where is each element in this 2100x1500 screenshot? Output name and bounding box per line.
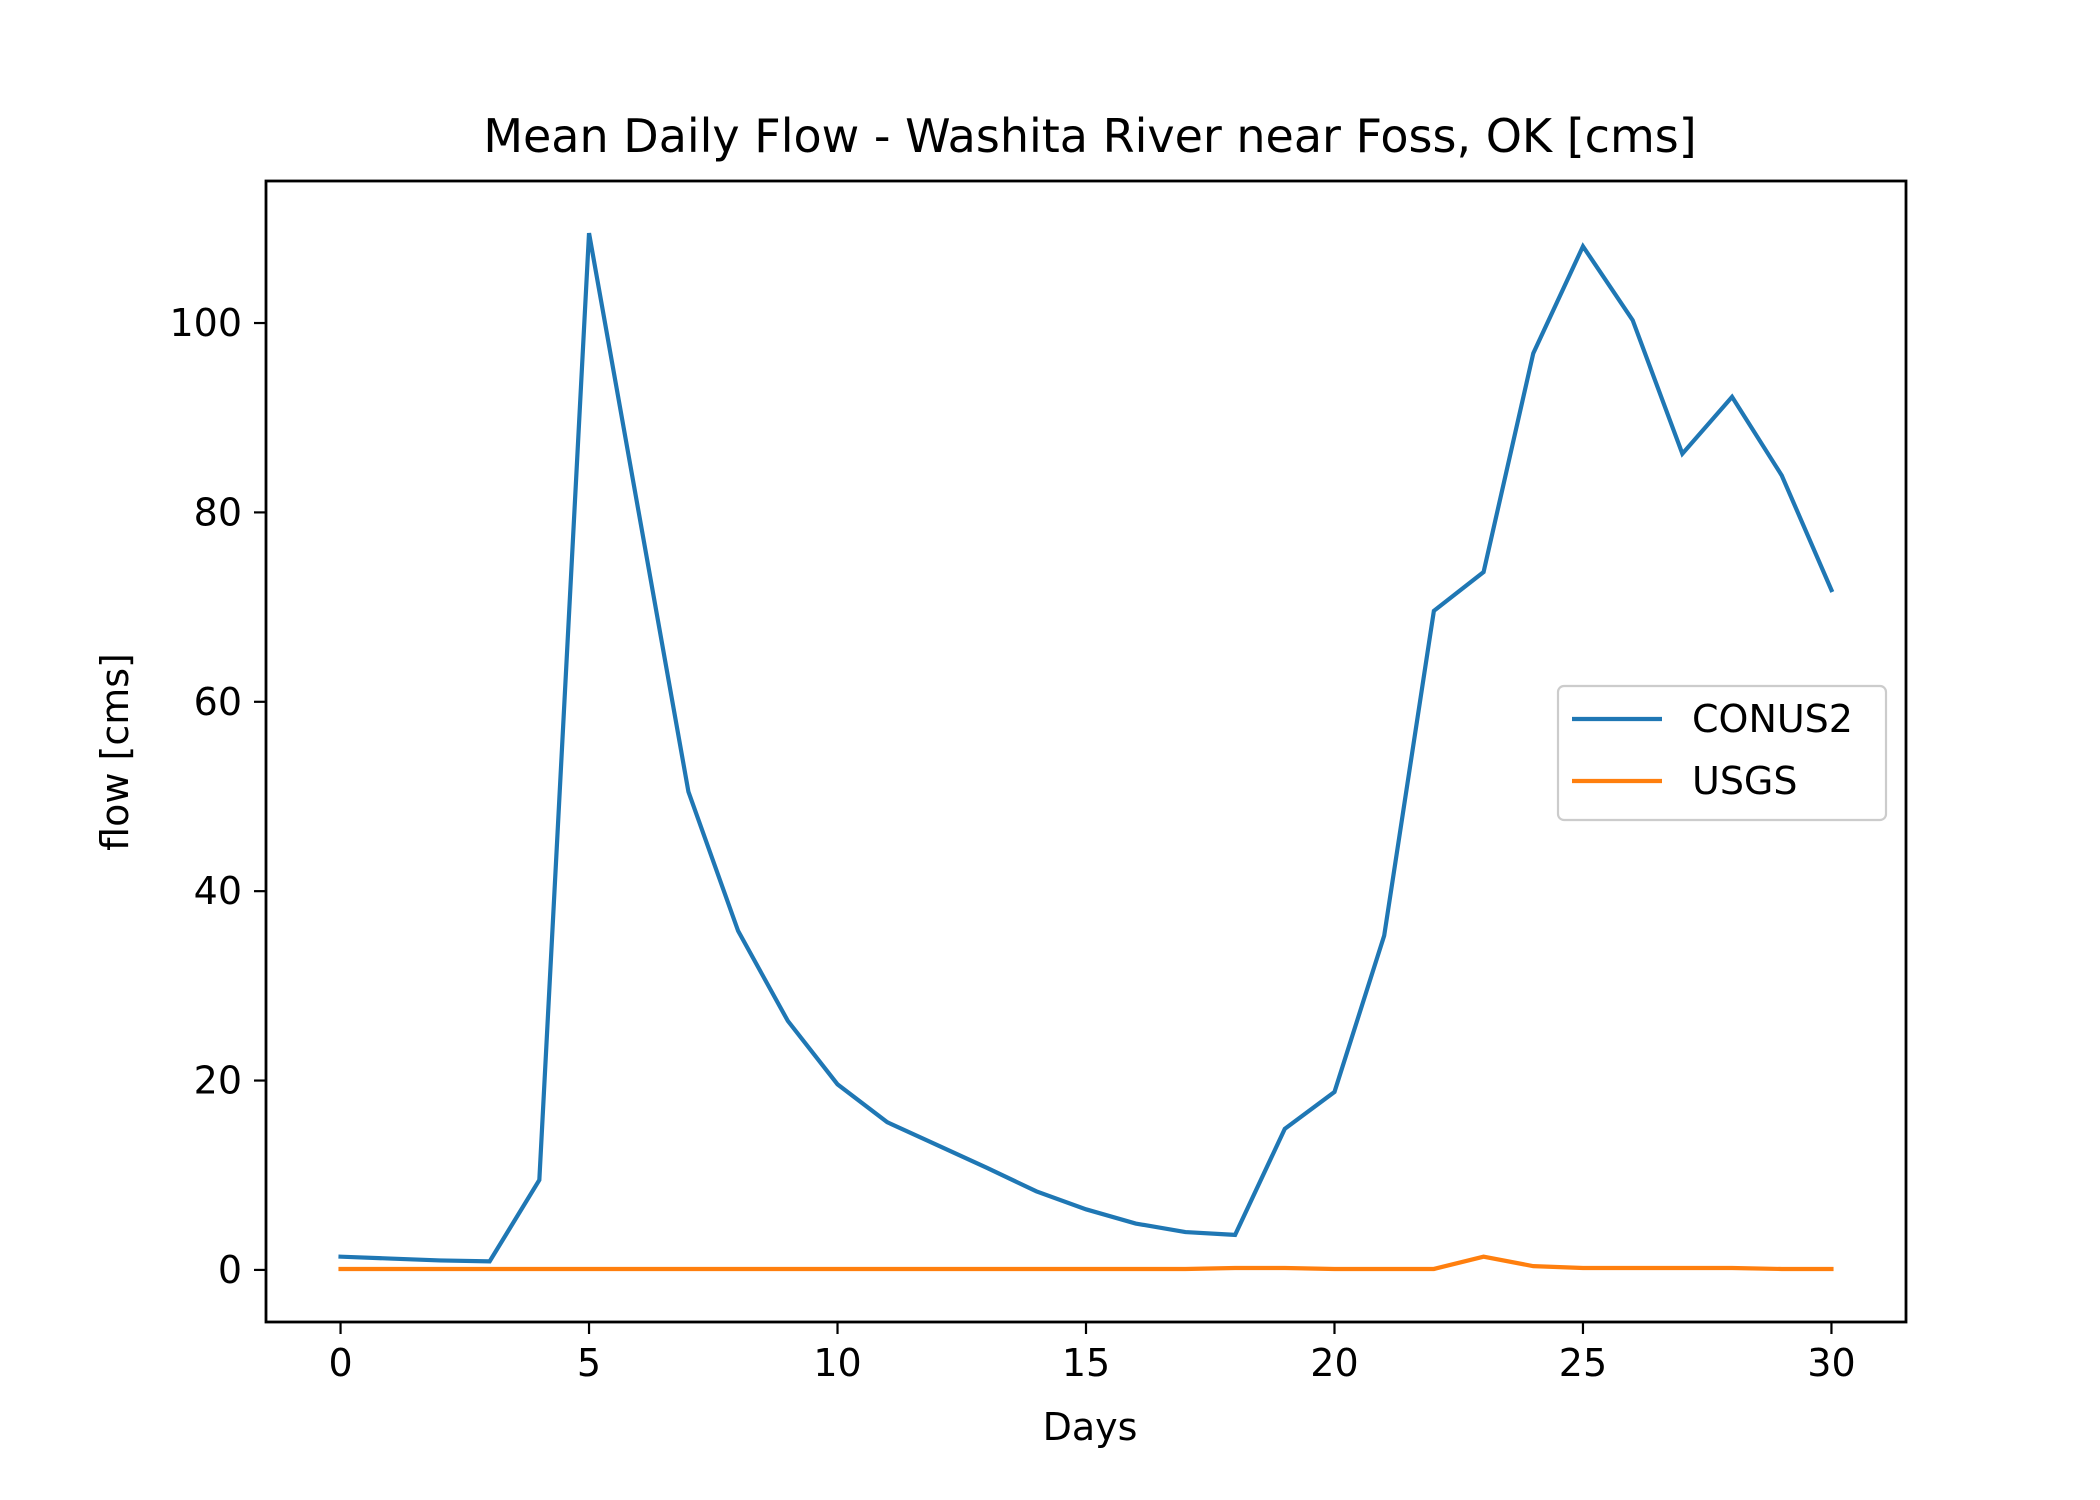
x-tick-label: 30 bbox=[1807, 1341, 1855, 1385]
data-point bbox=[1829, 1267, 1833, 1271]
x-tick-label: 0 bbox=[328, 1341, 352, 1385]
y-tick-label: 20 bbox=[194, 1059, 242, 1103]
data-point bbox=[1730, 1266, 1734, 1270]
data-point bbox=[1581, 244, 1585, 248]
x-tick-label: 15 bbox=[1062, 1341, 1110, 1385]
data-point bbox=[1183, 1230, 1187, 1234]
data-point bbox=[736, 1267, 740, 1271]
data-point bbox=[1034, 1189, 1038, 1193]
data-point bbox=[637, 1267, 641, 1271]
data-point bbox=[488, 1259, 492, 1263]
data-point bbox=[1034, 1267, 1038, 1271]
data-point bbox=[1680, 452, 1684, 456]
data-point bbox=[1581, 1266, 1585, 1270]
y-tick-label: 100 bbox=[169, 301, 242, 345]
legend-label-usgs: USGS bbox=[1692, 759, 1798, 803]
y-tick-label: 0 bbox=[218, 1248, 242, 1292]
data-point bbox=[885, 1267, 889, 1271]
data-point bbox=[1829, 588, 1833, 592]
data-point bbox=[1531, 1264, 1535, 1268]
data-point bbox=[1233, 1266, 1237, 1270]
data-point bbox=[836, 1082, 840, 1086]
data-point bbox=[587, 1267, 591, 1271]
data-point bbox=[935, 1143, 939, 1147]
data-point bbox=[1183, 1267, 1187, 1271]
series-layer bbox=[338, 231, 1835, 1272]
data-point bbox=[1382, 934, 1386, 938]
legend: CONUS2 USGS bbox=[1556, 684, 1888, 822]
data-point bbox=[339, 1267, 343, 1271]
data-point bbox=[836, 1267, 840, 1271]
series-line-usgs bbox=[338, 1254, 1834, 1272]
data-point bbox=[637, 510, 641, 514]
x-tick-label: 20 bbox=[1310, 1341, 1358, 1385]
data-point bbox=[985, 1166, 989, 1170]
x-axis-label: Days bbox=[1043, 1405, 1138, 1449]
data-point bbox=[388, 1267, 392, 1271]
legend-label-conus2: CONUS2 bbox=[1692, 697, 1853, 741]
data-point bbox=[1332, 1090, 1336, 1094]
data-point bbox=[1084, 1207, 1088, 1211]
x-tick-label: 5 bbox=[577, 1341, 601, 1385]
data-point bbox=[1233, 1233, 1237, 1237]
data-point bbox=[935, 1267, 939, 1271]
data-point bbox=[1780, 473, 1784, 477]
data-point bbox=[1631, 1266, 1635, 1270]
data-point bbox=[985, 1267, 989, 1271]
data-point bbox=[1084, 1267, 1088, 1271]
chart-title: Mean Daily Flow - Washita River near Fos… bbox=[483, 109, 1696, 163]
data-point bbox=[1432, 1267, 1436, 1271]
y-tick-label: 80 bbox=[194, 490, 242, 534]
x-axis: 0 5 10 15 20 25 30 bbox=[328, 1322, 1856, 1385]
data-point bbox=[1482, 1255, 1486, 1259]
data-point bbox=[339, 1255, 343, 1259]
data-point bbox=[786, 1267, 790, 1271]
data-point bbox=[686, 1267, 690, 1271]
data-point bbox=[388, 1257, 392, 1261]
data-point bbox=[1730, 395, 1734, 399]
data-point bbox=[488, 1267, 492, 1271]
data-point bbox=[1283, 1127, 1287, 1131]
series-conus2 bbox=[338, 231, 1835, 1264]
data-point bbox=[1680, 1266, 1684, 1270]
series-usgs bbox=[338, 1254, 1834, 1272]
data-point bbox=[1382, 1267, 1386, 1271]
data-point bbox=[1482, 570, 1486, 574]
series-line-conus2 bbox=[338, 232, 1835, 1264]
data-point bbox=[736, 929, 740, 933]
y-tick-label: 40 bbox=[194, 869, 242, 913]
data-point bbox=[686, 790, 690, 794]
y-tick-label: 60 bbox=[194, 680, 242, 724]
data-point bbox=[1332, 1267, 1336, 1271]
data-point bbox=[438, 1258, 442, 1262]
data-point bbox=[438, 1267, 442, 1271]
data-point bbox=[537, 1178, 541, 1182]
data-point bbox=[1134, 1267, 1138, 1271]
data-point bbox=[1631, 318, 1635, 322]
data-point bbox=[1134, 1222, 1138, 1226]
data-point bbox=[1283, 1266, 1287, 1270]
data-point bbox=[537, 1267, 541, 1271]
y-axis: 0 20 40 60 80 100 bbox=[169, 301, 266, 1292]
x-tick-label: 10 bbox=[813, 1341, 861, 1385]
data-point bbox=[1780, 1267, 1784, 1271]
data-point bbox=[1531, 351, 1535, 355]
x-tick-label: 25 bbox=[1559, 1341, 1607, 1385]
data-point bbox=[587, 231, 591, 235]
y-axis-label: flow [cms] bbox=[93, 653, 137, 851]
data-point bbox=[885, 1120, 889, 1124]
data-point bbox=[1432, 609, 1436, 613]
data-point bbox=[786, 1019, 790, 1023]
